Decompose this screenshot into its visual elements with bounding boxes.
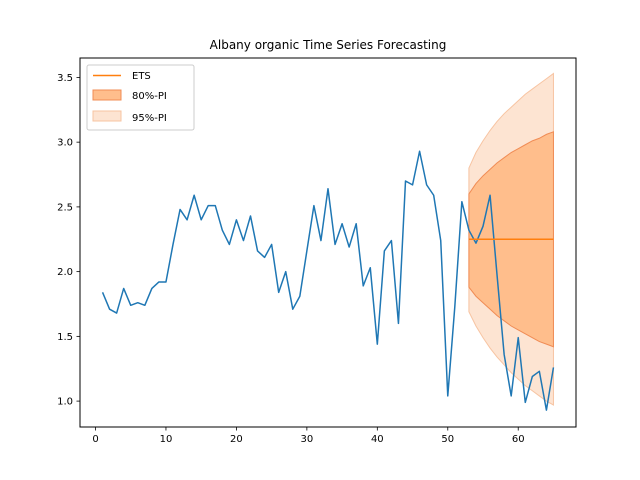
legend-pi95-swatch [92,110,122,122]
x-tick-label: 40 [371,434,384,445]
x-axis: 0 10 20 30 40 50 60 [92,427,525,445]
x-tick-label: 10 [160,434,173,445]
legend: ETS 80%-PI 95%-PI [86,64,195,131]
x-tick-label: 0 [92,434,98,445]
legend-pi80-swatch [92,89,122,101]
y-tick-label: 1.5 [57,332,73,343]
y-axis: 1.0 1.5 2.0 2.5 3.0 3.5 [57,73,80,408]
series-lines [101,150,555,411]
x-tick-label: 20 [230,434,243,445]
chart-title: Albany organic Time Series Forecasting [210,38,447,52]
observed-series-line [101,150,555,411]
y-tick-label: 2.5 [57,202,73,213]
y-tick-label: 3.5 [57,73,73,84]
plot-frame [79,57,577,428]
legend-pi80-label: 80%-PI [132,91,167,102]
x-tick-label: 50 [441,434,454,445]
x-tick-label: 30 [300,434,313,445]
y-tick-label: 1.0 [57,397,73,408]
y-tick-label: 2.0 [57,267,73,278]
legend-pi95-label: 95%-PI [132,113,167,124]
y-tick-label: 3.0 [57,138,73,149]
x-tick-label: 60 [512,434,525,445]
legend-ets-label: ETS [132,71,151,82]
